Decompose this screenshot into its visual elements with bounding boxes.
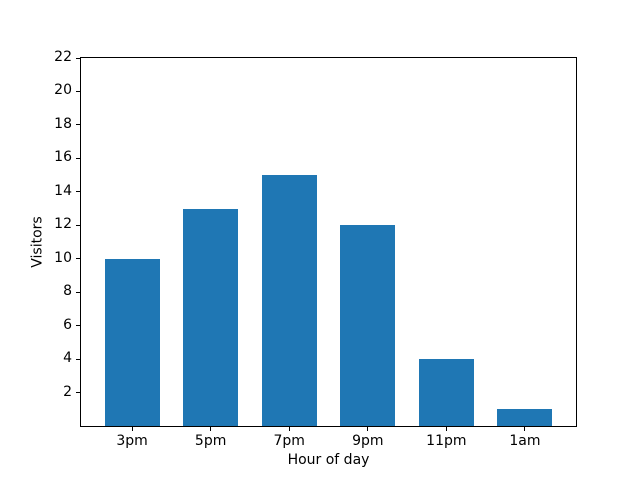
bar bbox=[261, 175, 317, 426]
x-tick-mark bbox=[131, 427, 133, 431]
y-tick-mark bbox=[76, 291, 80, 293]
x-tick-label: 1am bbox=[509, 433, 541, 449]
x-tick-label: 7pm bbox=[273, 433, 305, 449]
y-tick-label: 18 bbox=[54, 115, 72, 132]
bar bbox=[340, 225, 396, 426]
x-axis-title: Hour of day bbox=[287, 452, 370, 468]
y-tick-mark bbox=[76, 358, 80, 360]
x-tick-mark bbox=[524, 427, 526, 431]
y-tick-mark bbox=[76, 325, 80, 327]
x-tick-label: 3pm bbox=[116, 433, 148, 449]
x-tick-label: 9pm bbox=[352, 433, 384, 449]
y-tick-label: 10 bbox=[54, 249, 72, 266]
y-tick-mark bbox=[76, 224, 80, 226]
y-tick-mark bbox=[76, 124, 80, 126]
x-tick-mark bbox=[288, 427, 290, 431]
y-tick-label: 4 bbox=[63, 350, 72, 367]
x-tick-label: 11pm bbox=[426, 433, 467, 449]
y-tick-mark bbox=[76, 90, 80, 92]
x-tick-mark bbox=[445, 427, 447, 431]
y-tick-label: 8 bbox=[63, 283, 72, 300]
y-tick-mark bbox=[76, 258, 80, 260]
y-tick-label: 6 bbox=[63, 316, 72, 333]
y-tick-mark bbox=[76, 57, 80, 59]
y-tick-label: 16 bbox=[54, 149, 72, 166]
y-tick-label: 12 bbox=[54, 216, 72, 233]
bar bbox=[104, 258, 160, 426]
y-tick-mark bbox=[76, 191, 80, 193]
bar bbox=[418, 359, 474, 426]
x-tick-label: 5pm bbox=[194, 433, 227, 449]
bar bbox=[497, 409, 553, 426]
x-tick-mark bbox=[367, 427, 369, 431]
plot-area: 3pm 5pm 7pm 9pm 11pm 1am 2 4 6 8 10 12 14 16 18 20 22 bbox=[54, 50, 577, 449]
y-tick-label: 22 bbox=[54, 49, 72, 65]
bar bbox=[183, 208, 239, 426]
x-tick-mark bbox=[210, 427, 212, 431]
y-tick-label: 14 bbox=[54, 182, 72, 199]
y-tick-label: 20 bbox=[54, 82, 72, 99]
y-tick-mark bbox=[76, 392, 80, 394]
y-tick-label: 2 bbox=[63, 383, 72, 400]
y-tick-mark bbox=[76, 157, 80, 159]
